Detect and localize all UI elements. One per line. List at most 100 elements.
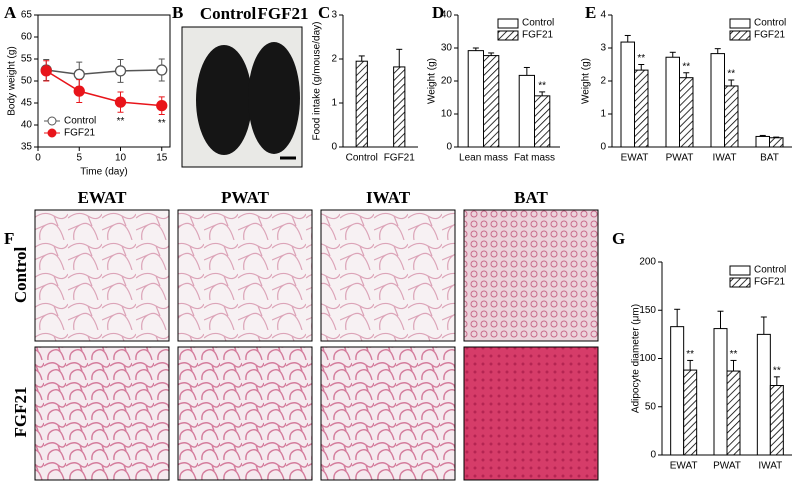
bar (755, 135, 770, 148)
x-tick-label: Control (346, 153, 378, 164)
x-tick-label: 15 (156, 153, 168, 164)
histology-panel: F EWAT PWAT IWAT BAT Control FGF21 (4, 188, 599, 481)
marker (73, 68, 85, 81)
y-axis-label: Food intake (g/mouse/day) (312, 22, 323, 141)
micrograph (177, 209, 313, 342)
bar (769, 385, 784, 456)
series-line (46, 69, 162, 76)
y-tick-label: 55 (21, 54, 33, 65)
bar (483, 55, 500, 148)
significance: ** (727, 69, 735, 80)
micrograph (177, 346, 313, 481)
photo-panel: B Control FGF21 (172, 3, 309, 168)
significance: ** (686, 349, 694, 360)
x-tick-label: IWAT (758, 461, 782, 472)
y-tick-label: 65 (21, 10, 33, 21)
legend-label: Control (754, 18, 786, 29)
bar (634, 69, 649, 148)
y-tick-label: 2 (600, 76, 606, 87)
legend-label: Control (64, 116, 96, 127)
legend-swatch (497, 30, 519, 41)
panel-letter: F (4, 229, 14, 248)
significance: ** (730, 349, 738, 360)
bar (710, 53, 725, 148)
panel-letter: D (432, 3, 444, 22)
y-axis-label: Weight (g) (581, 58, 592, 104)
marker (114, 65, 127, 77)
photo-label: FGF21 (258, 4, 309, 23)
y-tick-label: 200 (639, 257, 656, 268)
plot-frame (37, 14, 171, 148)
y-tick-label: 10 (441, 109, 453, 120)
y-tick-label: 45 (21, 98, 33, 109)
y-tick-label: 1 (600, 109, 606, 120)
panel-letter: B (172, 3, 183, 22)
bar (467, 50, 485, 148)
y-tick-label: 150 (639, 305, 656, 316)
column-header: EWAT (78, 188, 127, 207)
bar (724, 85, 739, 148)
legend-label: Control (754, 265, 786, 276)
axes (342, 15, 418, 148)
x-tick-label: EWAT (670, 461, 698, 472)
legend-swatch (729, 265, 751, 276)
y-tick-label: 30 (441, 43, 453, 54)
y-axis-label: Weight (g) (427, 58, 438, 104)
marker (40, 65, 52, 77)
legend-swatch (729, 18, 751, 29)
mouse (196, 45, 252, 155)
legend-marker (47, 116, 57, 126)
y-tick-label: 0 (331, 142, 337, 153)
bar (726, 370, 741, 456)
y-tick-label: 0 (650, 450, 656, 461)
micrograph (320, 346, 456, 481)
row-header: FGF21 (11, 387, 30, 438)
y-tick-label: 3 (331, 10, 337, 21)
y-tick-label: 50 (21, 76, 33, 87)
bar (393, 66, 406, 148)
panel-letter: G (612, 229, 625, 248)
column-header: BAT (514, 188, 548, 207)
y-tick-label: 20 (441, 76, 453, 87)
bar (534, 95, 551, 148)
legend-label: FGF21 (754, 277, 786, 288)
y-tick-label: 3 (600, 43, 606, 54)
significance: ** (773, 365, 781, 376)
marker (156, 64, 168, 76)
legend-swatch (729, 30, 751, 41)
legend-label: FGF21 (64, 128, 96, 139)
x-tick-label: PWAT (713, 461, 741, 472)
significance: ** (117, 116, 125, 127)
x-tick-label: FGF21 (384, 153, 416, 164)
bar (355, 60, 368, 148)
x-tick-label: Lean mass (459, 153, 508, 164)
x-tick-label: IWAT (713, 153, 737, 164)
x-tick-label: 5 (76, 153, 82, 164)
micrograph (320, 209, 456, 342)
bar (620, 41, 635, 148)
mouse (248, 42, 300, 154)
y-tick-label: 0 (600, 142, 606, 153)
significance: ** (682, 61, 690, 72)
marker (156, 99, 168, 112)
legend-label: Control (522, 18, 554, 29)
bar (665, 56, 680, 148)
legend-swatch (497, 18, 519, 29)
y-tick-label: 4 (600, 10, 606, 21)
y-tick-label: 35 (21, 142, 33, 153)
y-tick-label: 40 (21, 120, 33, 131)
legend-label: FGF21 (754, 30, 786, 41)
x-tick-label: EWAT (621, 153, 649, 164)
bar (518, 74, 536, 148)
y-tick-label: 100 (639, 353, 656, 364)
significance: ** (538, 81, 546, 92)
significance: ** (158, 118, 166, 129)
bar (679, 77, 694, 148)
micrograph (463, 209, 599, 342)
y-tick-label: 60 (21, 32, 33, 43)
micrograph (34, 209, 170, 342)
chart: E Weight (g) 0 1 2 3 4 EWAT ** PWAT ** IWAT ** BAT Con… (581, 3, 792, 164)
bar (756, 333, 771, 456)
column-header: PWAT (221, 188, 270, 207)
